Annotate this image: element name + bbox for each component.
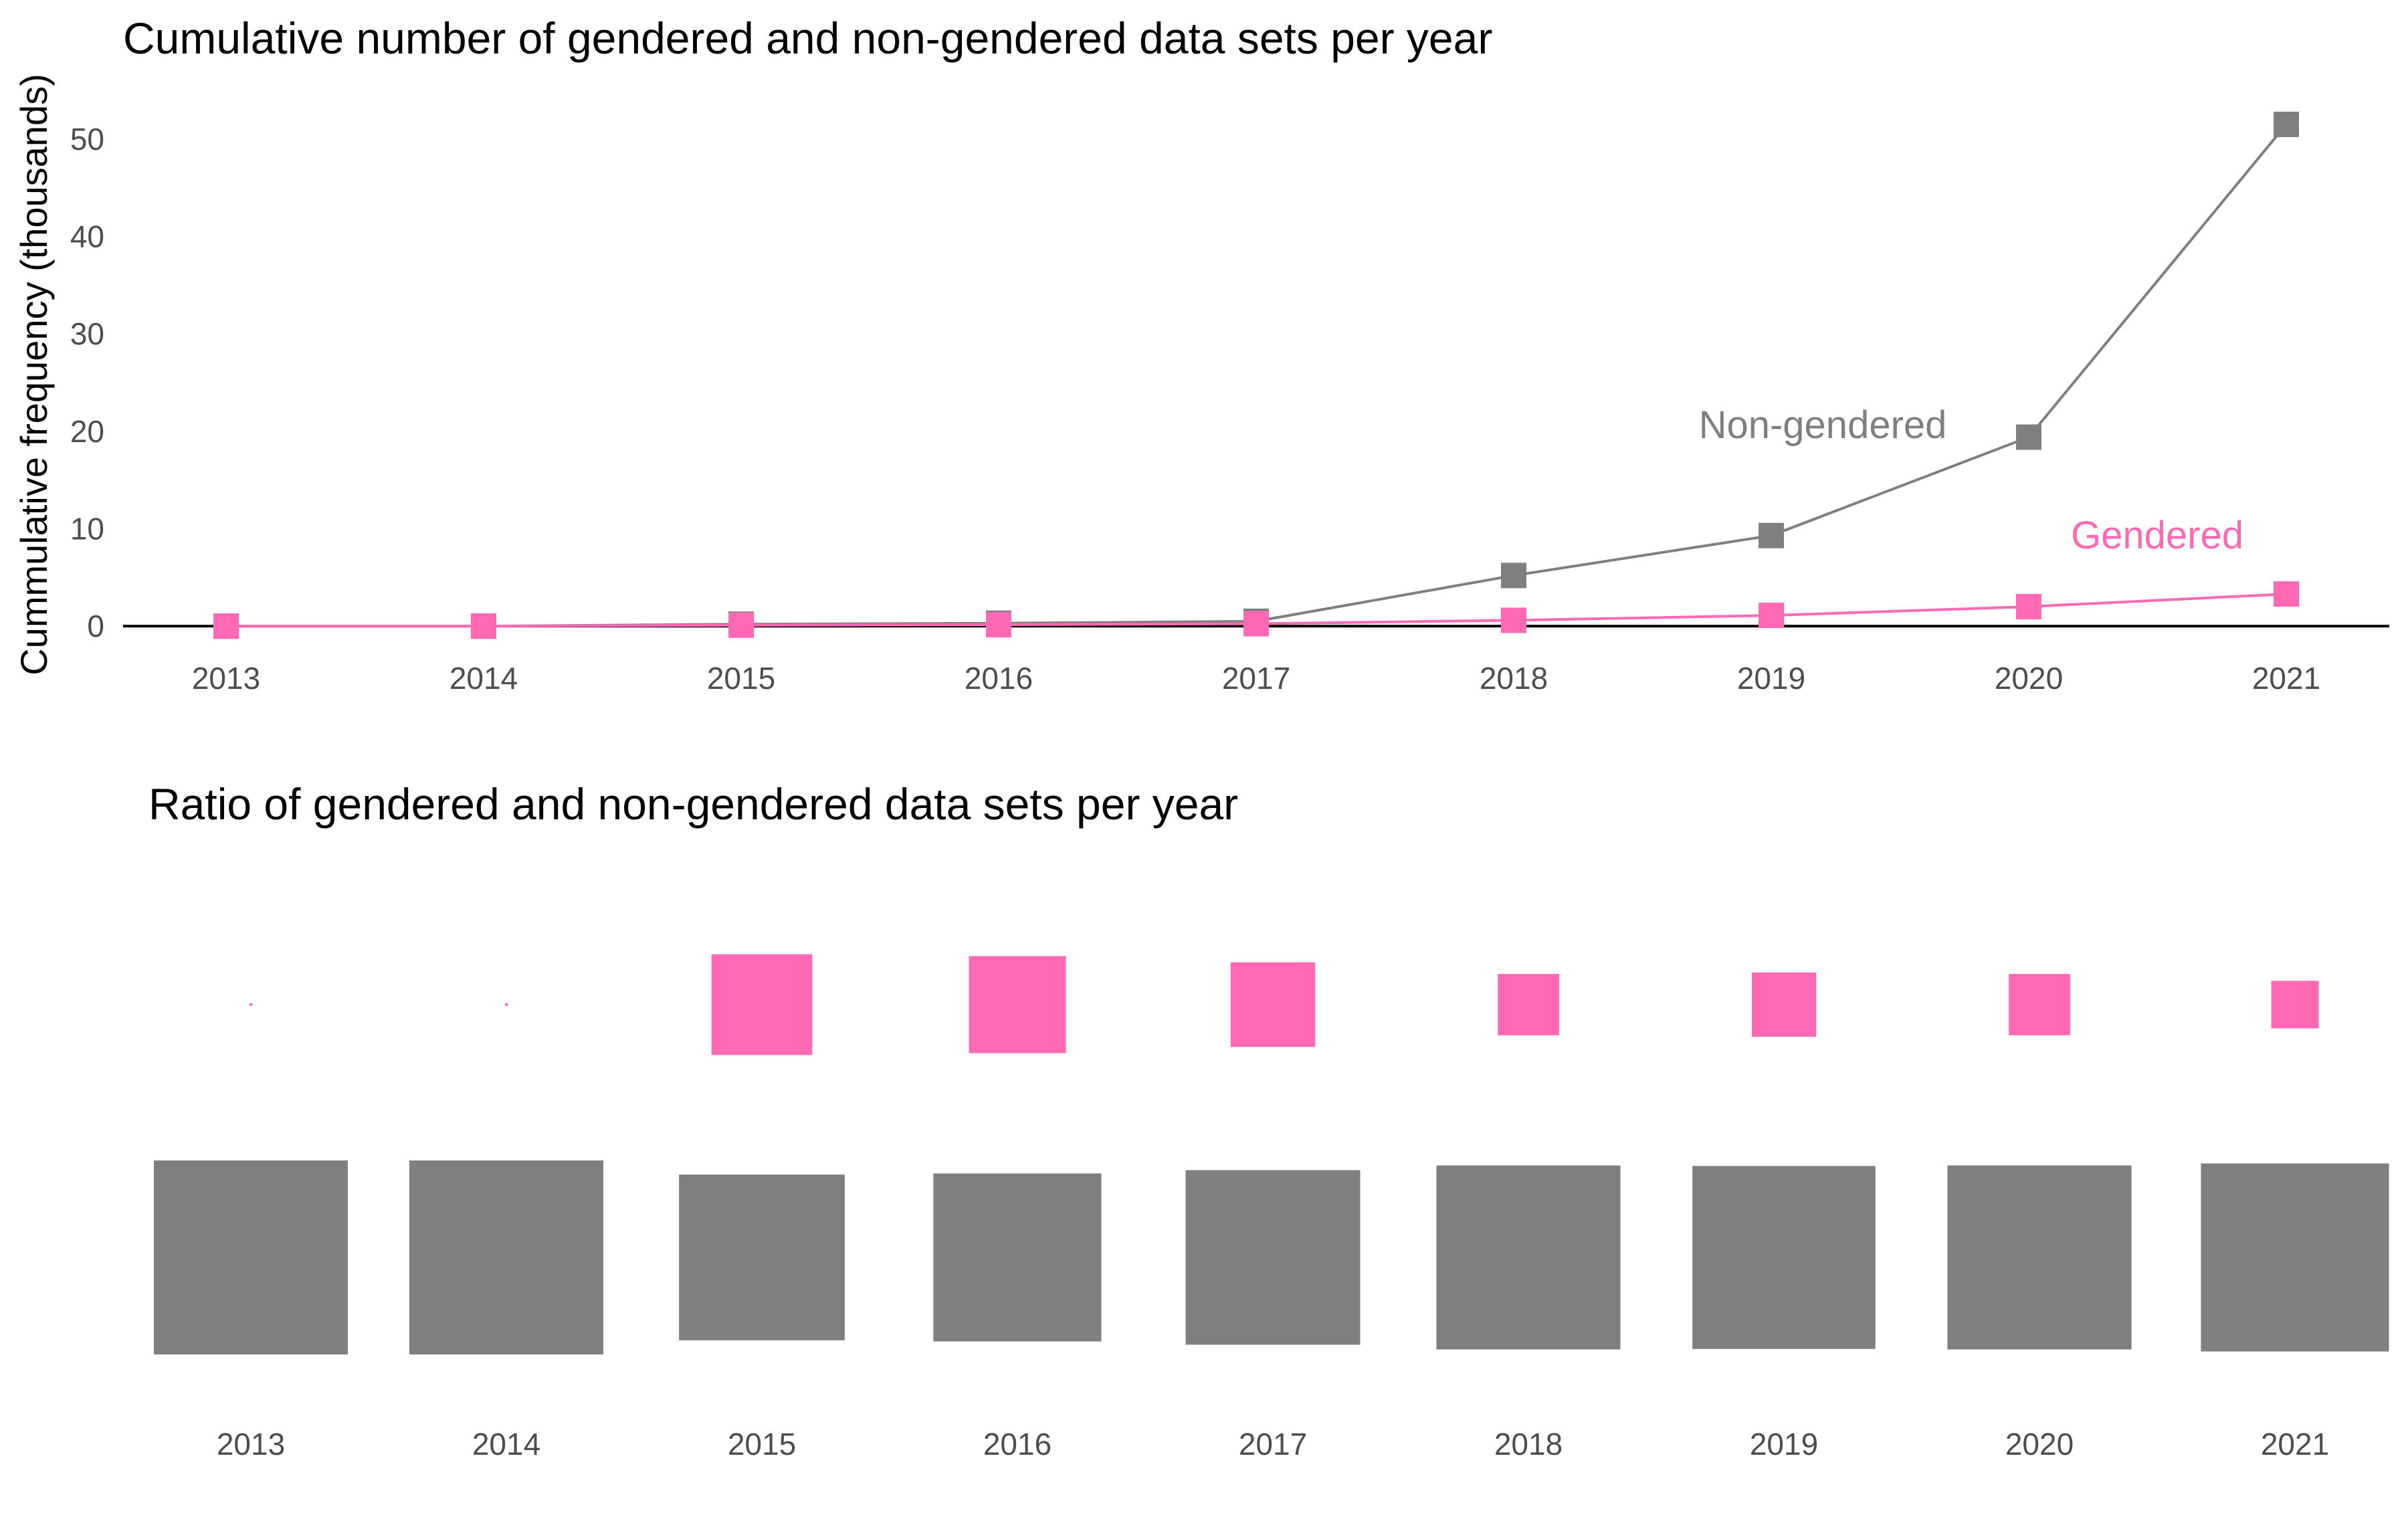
marker-gendered-2019: [1759, 603, 1784, 629]
y-tick-label-50: 50: [70, 122, 104, 157]
x-tick-label-2019: 2019: [1737, 661, 1805, 696]
ratio-square-non-gendered-2017: [1185, 1170, 1361, 1345]
x-tick-label-2021: 2021: [2252, 661, 2320, 696]
ratio-square-non-gendered-2021: [2201, 1163, 2389, 1352]
ratio-x-tick-label-2018: 2018: [1494, 1427, 1563, 1461]
x-tick-label-2020: 2020: [1995, 661, 2063, 696]
y-tick-label-10: 10: [70, 511, 104, 546]
ratio-x-tick-label-2013: 2013: [217, 1427, 285, 1461]
ratio-x-tick-label-2019: 2019: [1750, 1427, 1818, 1461]
y-tick-label-0: 0: [87, 609, 104, 643]
marker-gendered-2021: [2274, 581, 2299, 607]
marker-gendered-2013: [213, 613, 239, 639]
y-tick-label-40: 40: [70, 219, 104, 253]
ratio-chart: 2013 2014 2015 2016 2017 2018 2019 2020 2021: [154, 954, 2389, 1461]
series-line-non-gendered: [226, 123, 2288, 628]
y-tick-label-20: 20: [70, 414, 104, 449]
ratio-square-non-gendered-2013: [154, 1160, 348, 1354]
ratio-square-non-gendered-2015: [679, 1175, 845, 1340]
marker-non-gendered-2020: [2016, 424, 2041, 450]
ratio-x-tick-label-2014: 2014: [472, 1427, 540, 1461]
ratio-square-non-gendered-2018: [1436, 1165, 1621, 1350]
ratio-square-gendered-2019: [1751, 972, 1817, 1037]
marker-gendered-2017: [1243, 611, 1269, 637]
ratio-square-gendered-2016: [969, 956, 1066, 1053]
marker-gendered-2016: [986, 611, 1011, 637]
x-tick-label-2014: 2014: [449, 661, 518, 696]
marker-non-gendered-2021: [2274, 111, 2299, 137]
line-chart: 0 10 20 30 40 50 2013 2014 2015 2016 2017 2018 2019 2…: [70, 111, 2389, 696]
ratio-x-tick-label-2015: 2015: [728, 1427, 796, 1461]
x-tick-label-2016: 2016: [965, 661, 1033, 696]
ratio-square-gendered-2021: [2271, 981, 2319, 1029]
ratio-square-non-gendered-2014: [409, 1160, 603, 1354]
ratio-x-tick-label-2017: 2017: [1239, 1427, 1307, 1461]
x-tick-label-2015: 2015: [707, 661, 775, 696]
series-label-gendered: Gendered: [2071, 514, 2243, 557]
ratio-square-gendered-2014: [504, 1003, 508, 1007]
y-tick-label-30: 30: [70, 316, 104, 351]
x-tick-label-2013: 2013: [192, 661, 260, 696]
series-label-non-gendered: Non-gendered: [1699, 403, 1947, 447]
ratio-chart-title: Ratio of gendered and non-gendered data …: [148, 779, 1238, 829]
marker-gendered-2018: [1501, 607, 1526, 633]
y-axis-title: Cummulative frequency (thousands): [13, 74, 55, 676]
ratio-x-tick-label-2016: 2016: [983, 1427, 1051, 1461]
ratio-square-gendered-2013: [249, 1003, 253, 1007]
ratio-square-gendered-2017: [1230, 962, 1316, 1047]
marker-gendered-2014: [471, 613, 496, 639]
marker-non-gendered-2018: [1501, 563, 1526, 589]
ratio-x-tick-label-2021: 2021: [2261, 1427, 2329, 1461]
ratio-square-gendered-2015: [711, 954, 813, 1055]
ratio-square-gendered-2018: [1498, 974, 1559, 1035]
ratio-square-non-gendered-2020: [1947, 1165, 2132, 1350]
marker-gendered-2015: [728, 612, 754, 638]
ratio-x-tick-label-2020: 2020: [2005, 1427, 2074, 1461]
marker-non-gendered-2019: [1759, 522, 1784, 548]
x-tick-label-2017: 2017: [1222, 661, 1290, 696]
line-chart-title: Cumulative number of gendered and non-ge…: [123, 13, 1492, 63]
x-tick-label-2018: 2018: [1480, 661, 1548, 696]
ratio-square-gendered-2020: [2009, 974, 2070, 1035]
marker-gendered-2020: [2016, 594, 2041, 620]
ratio-square-non-gendered-2016: [933, 1173, 1102, 1342]
ratio-square-non-gendered-2019: [1692, 1166, 1876, 1349]
